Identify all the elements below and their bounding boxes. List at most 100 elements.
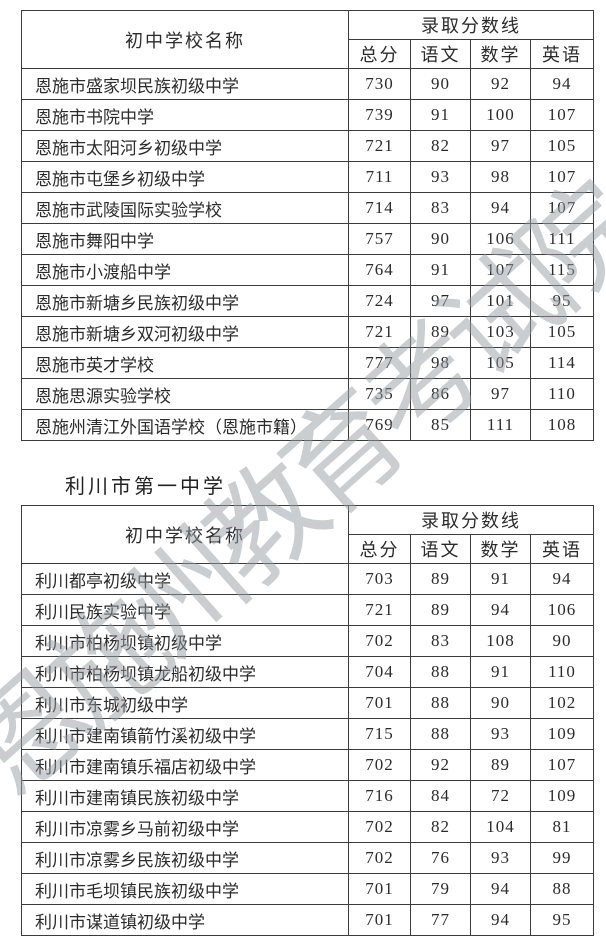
school-name-cell: 恩施市屯堡乡初级中学: [21, 161, 349, 193]
score-cell: 715: [348, 718, 411, 750]
score-cell: 93: [470, 718, 531, 750]
score-cell: 107: [530, 99, 594, 131]
score-cell: 106: [470, 223, 531, 255]
score-cell: 95: [530, 904, 594, 936]
column-header-score-line: 录取分数线: [348, 505, 594, 535]
score-cell: 777: [348, 347, 411, 379]
score-cell: 103: [470, 316, 531, 348]
score-cell: 110: [530, 656, 594, 688]
score-cell: 91: [470, 656, 531, 688]
score-cell: 90: [530, 625, 594, 657]
score-cell: 89: [470, 749, 531, 781]
score-cell: 711: [348, 161, 411, 193]
school-name-cell: 恩施市武陵国际实验学校: [21, 192, 349, 224]
score-cell: 91: [470, 563, 531, 595]
table-row: 利川市凉雾乡民族初级中学 702 76 93 99: [21, 842, 594, 874]
table-row: 利川市建南镇箭竹溪初级中学 715 88 93 109: [21, 718, 594, 750]
score-cell: 721: [348, 316, 411, 348]
score-cell: 95: [530, 285, 594, 317]
score-cell: 108: [530, 409, 594, 441]
table-body: 利川都亭初级中学 703 89 91 94 利川民族实验中学 721 89 94 106 利川市柏杨…: [21, 563, 594, 936]
column-header-chinese: 语文: [410, 39, 471, 69]
score-cell: 84: [410, 780, 471, 812]
score-cell: 79: [410, 873, 471, 905]
score-cell: 85: [410, 409, 471, 441]
admission-scores-table-lichuan: 初中学校名称 录取分数线 总分 语文 数学 英语 利川都亭初级中学 703 89 91…: [21, 505, 594, 936]
table-row: 利川市建南镇乐福店初级中学 702 92 89 107: [21, 749, 594, 781]
table-row: 恩施市屯堡乡初级中学 711 93 98 107: [21, 161, 594, 193]
column-header-school-name: 初中学校名称: [21, 10, 349, 69]
school-name-cell: 恩施市舞阳中学: [21, 223, 349, 255]
score-cell: 105: [530, 316, 594, 348]
score-cell: 98: [410, 347, 471, 379]
school-name-cell: 恩施思源实验学校: [21, 378, 349, 410]
school-name-cell: 利川都亭初级中学: [21, 563, 349, 595]
column-header-english: 英语: [530, 534, 594, 564]
score-cell: 106: [530, 594, 594, 626]
score-cell: 90: [470, 687, 531, 719]
school-name-cell: 利川市建南镇箭竹溪初级中学: [21, 718, 349, 750]
score-cell: 721: [348, 130, 411, 162]
score-cell: 107: [530, 161, 594, 193]
column-header-total: 总分: [348, 534, 411, 564]
column-header-chinese: 语文: [410, 534, 471, 564]
score-cell: 105: [470, 347, 531, 379]
score-cell: 83: [410, 192, 471, 224]
table-header: 初中学校名称 录取分数线 总分 语文 数学 英语: [21, 505, 594, 564]
score-cell: 86: [410, 378, 471, 410]
score-cell: 94: [470, 594, 531, 626]
score-cell: 702: [348, 749, 411, 781]
score-cell: 703: [348, 563, 411, 595]
score-cell: 82: [410, 811, 471, 843]
school-name-cell: 利川市东城初级中学: [21, 687, 349, 719]
score-cell: 115: [530, 254, 594, 286]
score-cell: 104: [470, 811, 531, 843]
score-cell: 91: [410, 254, 471, 286]
score-cell: 92: [410, 749, 471, 781]
table-row: 利川都亭初级中学 703 89 91 94: [21, 563, 594, 595]
score-cell: 97: [410, 285, 471, 317]
school-name-cell: 利川市凉雾乡马前初级中学: [21, 811, 349, 843]
school-name-cell: 恩施市新塘乡民族初级中学: [21, 285, 349, 317]
score-cell: 739: [348, 99, 411, 131]
header-row-subjects: 总分 语文 数学 英语: [22, 534, 594, 564]
table-row: 恩施市英才学校 777 98 105 114: [21, 347, 594, 379]
score-cell: 93: [410, 161, 471, 193]
table-row: 利川民族实验中学 721 89 94 106: [21, 594, 594, 626]
score-cell: 730: [348, 68, 411, 100]
score-cell: 114: [530, 347, 594, 379]
score-cell: 94: [530, 68, 594, 100]
table-row: 恩施市小渡船中学 764 91 107 115: [21, 254, 594, 286]
table-row: 恩施市新塘乡双河初级中学 721 89 103 105: [21, 316, 594, 348]
score-cell: 89: [410, 316, 471, 348]
column-header-english: 英语: [530, 39, 594, 69]
score-cell: 107: [530, 749, 594, 781]
score-cell: 76: [410, 842, 471, 874]
header-row-group: 初中学校名称 录取分数线: [21, 505, 594, 564]
table-row: 利川市建南镇民族初级中学 716 84 72 109: [21, 780, 594, 812]
score-cell: 89: [410, 594, 471, 626]
table-row: 利川市柏杨坝镇初级中学 702 83 108 90: [21, 625, 594, 657]
score-cell: 88: [410, 687, 471, 719]
school-name-cell: 利川市建南镇民族初级中学: [21, 780, 349, 812]
school-name-cell: 利川市柏杨坝镇龙船初级中学: [21, 656, 349, 688]
score-cell: 702: [348, 842, 411, 874]
score-cell: 99: [530, 842, 594, 874]
table-row: 利川市东城初级中学 701 88 90 102: [21, 687, 594, 719]
score-cell: 91: [410, 99, 471, 131]
score-cell: 107: [470, 254, 531, 286]
score-cell: 90: [410, 68, 471, 100]
score-cell: 704: [348, 656, 411, 688]
score-cell: 764: [348, 254, 411, 286]
header-row-group: 初中学校名称 录取分数线: [21, 10, 594, 69]
score-cell: 769: [348, 409, 411, 441]
score-cell: 94: [470, 904, 531, 936]
score-cell: 702: [348, 625, 411, 657]
school-name-cell: 利川市建南镇乐福店初级中学: [21, 749, 349, 781]
admission-scores-table-enshi: 初中学校名称 录取分数线 总分 语文 数学 英语 恩施市盛家坝民族初级中学 730…: [21, 10, 594, 441]
score-cell: 107: [530, 192, 594, 224]
column-header-total: 总分: [348, 39, 411, 69]
score-cell: 94: [470, 192, 531, 224]
score-cell: 701: [348, 687, 411, 719]
score-cell: 101: [470, 285, 531, 317]
